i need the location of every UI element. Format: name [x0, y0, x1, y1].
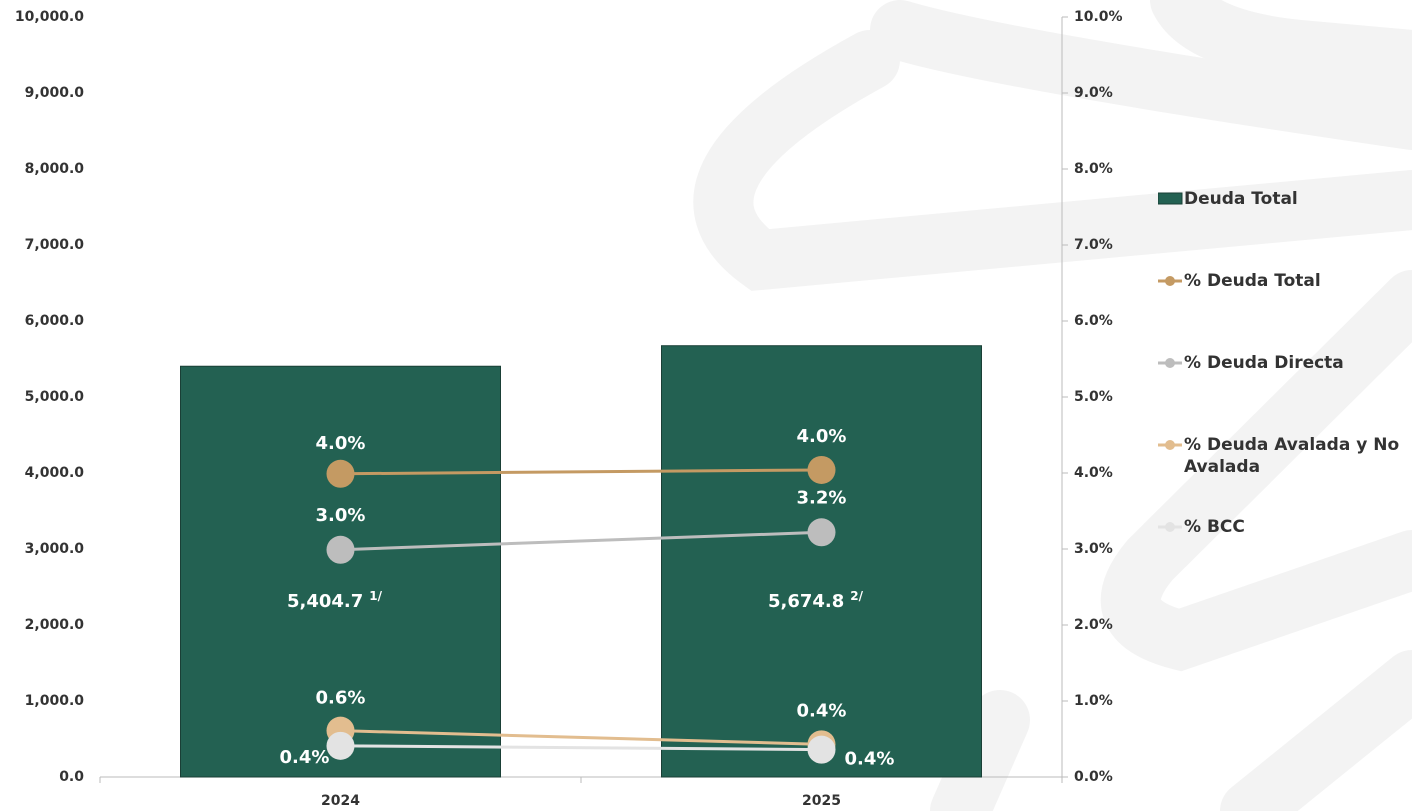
legend: Deuda Total % Deuda Total % Deuda Directa%… — [1158, 188, 1408, 598]
y-tick-label: 6,000.0 — [25, 313, 85, 329]
data-label: 3.0% — [316, 505, 366, 526]
legend-marker — [1165, 358, 1175, 368]
legend-item: % Deuda Directa — [1158, 352, 1408, 434]
y2-tick-label: 1.0% — [1074, 693, 1113, 709]
legend-marker — [1165, 276, 1175, 286]
legend-marker — [1165, 440, 1175, 450]
y2-tick-label: 7.0% — [1074, 237, 1113, 253]
y-tick-label: 9,000.0 — [25, 85, 85, 101]
line — [340, 729, 822, 746]
marker — [326, 535, 355, 564]
y-tick-label: 1,000.0 — [25, 693, 85, 709]
legend-label: % BCC — [1184, 517, 1245, 537]
legend-item: % Deuda Avalada y No Avalada — [1158, 434, 1408, 516]
line — [340, 530, 822, 552]
data-label: 0.4% — [280, 747, 330, 768]
line — [340, 468, 822, 476]
y2-tick-label: 8.0% — [1074, 161, 1113, 177]
data-label: 5,404.7 1/ — [287, 589, 383, 613]
data-label: 0.4% — [845, 749, 895, 770]
x-tick-label: 2025 — [802, 793, 841, 809]
line — [340, 744, 822, 752]
legend-swatch — [1158, 192, 1183, 205]
legend-label: Deuda Total — [1184, 189, 1298, 209]
y-tick-label: 7,000.0 — [25, 237, 85, 253]
marker — [807, 518, 836, 547]
legend-icon — [1158, 192, 1183, 205]
y2-tick-label: 0.0% — [1074, 769, 1113, 785]
data-label: 5,674.8 2/ — [768, 589, 864, 613]
data-label-value: 5,404.7 — [287, 591, 363, 612]
bar — [180, 365, 501, 778]
legend-item: Deuda Total — [1158, 188, 1408, 270]
marker — [807, 455, 836, 484]
y2-tick-label: 9.0% — [1074, 85, 1113, 101]
marker — [326, 459, 355, 488]
y-tick-label: 5,000.0 — [25, 389, 85, 405]
y2-tick-label: 6.0% — [1074, 313, 1113, 329]
legend-item: % BCC — [1158, 516, 1408, 598]
y2-tick-label: 5.0% — [1074, 389, 1113, 405]
y2-tick-label: 3.0% — [1074, 541, 1113, 557]
y-tick-label: 2,000.0 — [25, 617, 85, 633]
legend-icon — [1158, 522, 1182, 532]
x-tick-label: 2024 — [321, 793, 360, 809]
y-tick-label: 10,000.0 — [15, 9, 84, 25]
y-tick-label: 8,000.0 — [25, 161, 85, 177]
legend-icon — [1158, 440, 1182, 450]
legend-item: % Deuda Total — [1158, 270, 1408, 352]
data-label: 0.6% — [316, 688, 366, 709]
legend-label: % Deuda Directa — [1184, 353, 1344, 373]
y-tick-label: 3,000.0 — [25, 541, 85, 557]
y2-tick-label: 2.0% — [1074, 617, 1113, 633]
data-label: 0.4% — [797, 700, 847, 721]
marker — [807, 735, 836, 764]
legend-label: % Deuda Total — [1184, 271, 1321, 291]
legend-marker — [1165, 522, 1175, 532]
y2-tick-label: 10.0% — [1074, 9, 1123, 25]
legend-icon — [1158, 358, 1182, 368]
legend-icon — [1158, 276, 1182, 286]
y-tick-label: 0.0 — [59, 769, 84, 785]
data-label: 3.2% — [797, 487, 847, 508]
data-label-value: 5,674.8 — [768, 591, 844, 612]
data-label: 4.0% — [797, 426, 847, 447]
data-label: 4.0% — [316, 433, 366, 454]
data-label-note: 2/ — [850, 589, 863, 603]
data-label-note: 1/ — [369, 589, 382, 603]
y-tick-label: 4,000.0 — [25, 465, 85, 481]
y2-tick-label: 4.0% — [1074, 465, 1113, 481]
bar — [661, 345, 982, 778]
marker — [326, 731, 355, 760]
legend-label: % Deuda Avalada y No Avalada — [1184, 435, 1400, 477]
